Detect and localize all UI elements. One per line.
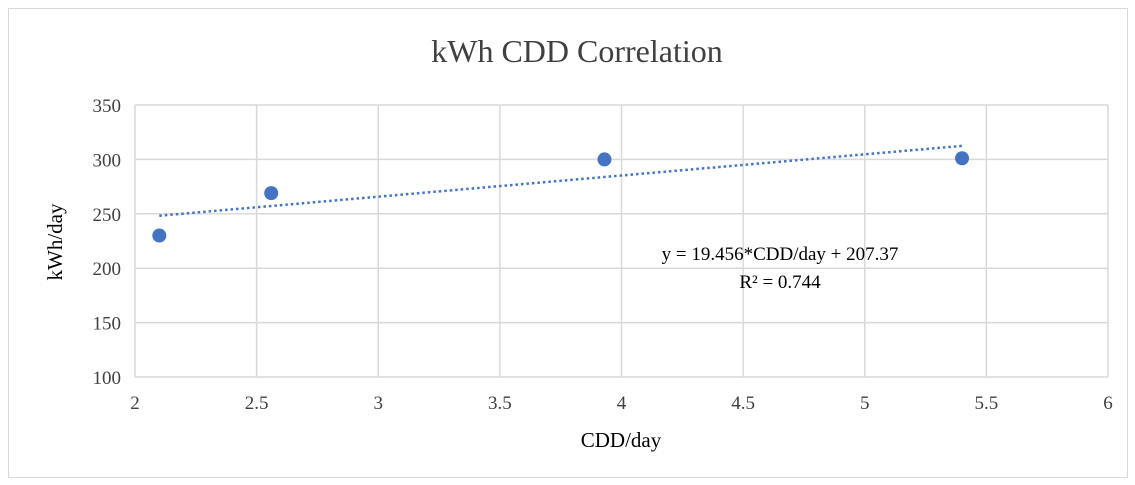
x-tick-labels: 2 2.5 3 3.5 4 4.5 5 5.5 6	[130, 393, 1113, 414]
trendline-equation: y = 19.456*CDD/day + 207.37	[662, 244, 899, 265]
trendline	[159, 144, 963, 217]
chart-title: kWh CDD Correlation	[431, 33, 723, 69]
x-tick-label: 2	[130, 393, 140, 414]
x-axis-label: CDD/day	[581, 428, 662, 452]
x-tick-label: 3	[374, 393, 384, 414]
chart-frame	[8, 8, 1128, 478]
gridlines	[134, 104, 1109, 378]
data-point	[955, 151, 970, 166]
data-point	[152, 228, 167, 243]
x-tick-label: 6	[1103, 393, 1113, 414]
y-tick-labels: 100 150 200 250 300 350	[93, 96, 122, 389]
y-tick-label: 300	[93, 150, 122, 171]
x-tick-label: 5.5	[975, 393, 999, 414]
y-tick-label: 200	[93, 259, 122, 280]
y-tick-label: 350	[93, 96, 122, 117]
y-tick-label: 100	[93, 368, 122, 389]
x-tick-label: 3.5	[488, 393, 512, 414]
data-point	[264, 186, 279, 201]
r-squared-label: R² = 0.744	[739, 272, 821, 293]
x-tick-label: 4.5	[731, 393, 755, 414]
x-tick-label: 4	[617, 393, 627, 414]
y-tick-label: 250	[93, 205, 122, 226]
data-point	[597, 152, 612, 167]
x-tick-label: 2.5	[245, 393, 269, 414]
y-axis-label: kWh/day	[43, 203, 67, 280]
y-tick-label: 150	[93, 314, 122, 335]
data-points	[152, 151, 970, 243]
x-tick-label: 5	[860, 393, 870, 414]
